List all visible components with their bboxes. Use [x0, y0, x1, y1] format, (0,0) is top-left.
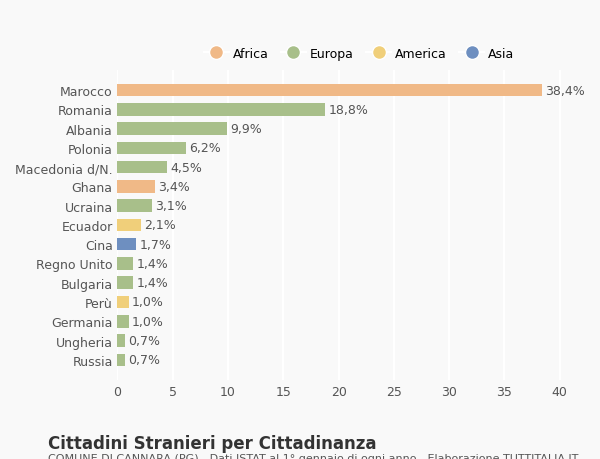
Bar	[118, 142, 186, 155]
Bar	[118, 335, 125, 347]
Legend: Africa, Europa, America, Asia: Africa, Europa, America, Asia	[199, 43, 519, 66]
Bar	[118, 84, 542, 97]
Bar	[118, 238, 136, 251]
Bar	[118, 162, 167, 174]
Text: 38,4%: 38,4%	[545, 84, 585, 97]
Text: 0,7%: 0,7%	[128, 334, 161, 347]
Text: 18,8%: 18,8%	[329, 104, 368, 117]
Bar	[118, 123, 227, 135]
Text: 1,0%: 1,0%	[132, 296, 164, 309]
Text: 1,7%: 1,7%	[140, 238, 172, 251]
Text: 1,4%: 1,4%	[136, 257, 168, 270]
Bar	[118, 296, 128, 308]
Text: 3,1%: 3,1%	[155, 200, 187, 213]
Bar	[118, 200, 152, 213]
Bar	[118, 354, 125, 366]
Text: 6,2%: 6,2%	[190, 142, 221, 155]
Text: 0,7%: 0,7%	[128, 353, 161, 366]
Text: COMUNE DI CANNARA (PG) - Dati ISTAT al 1° gennaio di ogni anno - Elaborazione TU: COMUNE DI CANNARA (PG) - Dati ISTAT al 1…	[48, 453, 578, 459]
Bar	[118, 315, 128, 328]
Text: Cittadini Stranieri per Cittadinanza: Cittadini Stranieri per Cittadinanza	[48, 434, 377, 452]
Bar	[118, 277, 133, 289]
Bar	[118, 104, 325, 116]
Text: 1,0%: 1,0%	[132, 315, 164, 328]
Text: 2,1%: 2,1%	[144, 219, 176, 232]
Text: 4,5%: 4,5%	[170, 161, 202, 174]
Bar	[118, 181, 155, 193]
Text: 1,4%: 1,4%	[136, 277, 168, 290]
Bar	[118, 219, 141, 232]
Text: 9,9%: 9,9%	[230, 123, 262, 136]
Text: 3,4%: 3,4%	[158, 180, 190, 194]
Bar	[118, 257, 133, 270]
